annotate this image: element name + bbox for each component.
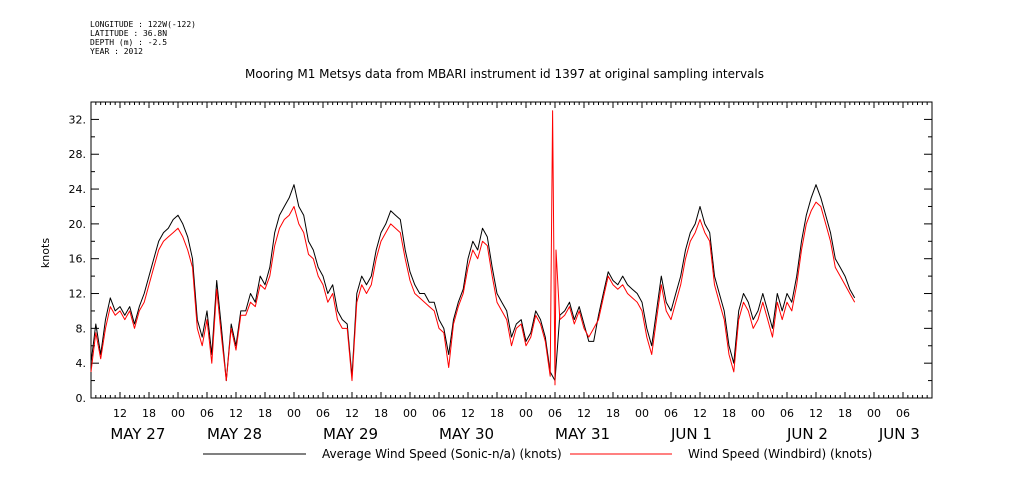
axis-ticks: [90, 101, 933, 399]
depth-text: DEPTH (m) : -2.5: [90, 38, 168, 47]
x-hour-label: 00: [635, 407, 649, 420]
x-day-label: JUN 1: [670, 425, 712, 443]
x-hour-label: 18: [722, 407, 736, 420]
x-hour-label: 06: [780, 407, 794, 420]
x-day-label: MAY 28: [207, 425, 262, 443]
plot-border: [90, 101, 933, 399]
y-tick-label: 16.: [69, 253, 87, 266]
x-hour-label: 18: [838, 407, 852, 420]
x-day-label: MAY 27: [110, 425, 165, 443]
plot-frame: [90, 101, 933, 399]
chart-title: Mooring M1 Metsys data from MBARI instru…: [245, 67, 764, 81]
y-axis-label: knots: [39, 238, 52, 268]
x-hour-label: 12: [693, 407, 707, 420]
y-tick-label: 8.: [76, 322, 87, 335]
legend-label-windbird: Wind Speed (Windbird) (knots): [688, 447, 872, 461]
x-hour-label: 12: [345, 407, 359, 420]
y-tick-label: 28.: [69, 148, 87, 161]
x-hour-label: 00: [867, 407, 881, 420]
x-hour-label: 06: [664, 407, 678, 420]
x-hour-label: 00: [403, 407, 417, 420]
x-hour-label: 12: [809, 407, 823, 420]
legend-label-sonic: Average Wind Speed (Sonic-n/a) (knots): [322, 447, 562, 461]
x-hour-label: 18: [258, 407, 272, 420]
latitude-text: LATITUDE : 36.8N: [90, 29, 168, 38]
y-tick-label: 0.: [76, 392, 87, 405]
legend: Average Wind Speed (Sonic-n/a) (knots) W…: [203, 447, 872, 461]
y-tick-label: 24.: [69, 183, 87, 196]
x-day-label: MAY 30: [439, 425, 494, 443]
x-hour-label: 00: [171, 407, 185, 420]
x-hour-label: 18: [490, 407, 504, 420]
series-layer: [90, 110, 856, 386]
x-hour-label: 00: [287, 407, 301, 420]
y-tick-label: 4.: [76, 357, 87, 370]
x-day-label: JUN 3: [878, 425, 920, 443]
x-hour-label: 00: [519, 407, 533, 420]
x-hour-label: 00: [751, 407, 765, 420]
series-line-sonic: [90, 184, 856, 382]
x-hour-label: 06: [548, 407, 562, 420]
x-hour-label: 12: [461, 407, 475, 420]
year-text: YEAR : 2012: [90, 47, 143, 56]
x-hour-label: 06: [200, 407, 214, 420]
x-day-label: MAY 29: [323, 425, 378, 443]
longitude-text: LONGITUDE : 122W(-122): [90, 20, 196, 29]
x-hour-label: 12: [577, 407, 591, 420]
y-tick-label: 12.: [69, 288, 87, 301]
metadata-block: LONGITUDE : 122W(-122) LATITUDE : 36.8N …: [90, 20, 196, 56]
x-hour-label: 06: [316, 407, 330, 420]
axis-labels: 0. 4. 8. 12. 16. 20. 24. 28. 32. 12 18 00 06 12 18 00 06…: [69, 113, 920, 443]
x-hour-label: 06: [432, 407, 446, 420]
y-tick-label: 32.: [69, 113, 87, 126]
y-tick-label: 20.: [69, 218, 87, 231]
x-hour-label: 12: [113, 407, 127, 420]
series-line-windbird: [90, 110, 856, 386]
x-hour-label: 12: [229, 407, 243, 420]
x-hour-label: 18: [142, 407, 156, 420]
x-day-label: MAY 31: [555, 425, 610, 443]
x-hour-label: 18: [606, 407, 620, 420]
x-hour-label: 18: [374, 407, 388, 420]
x-hour-label: 06: [896, 407, 910, 420]
x-day-label: JUN 2: [786, 425, 828, 443]
